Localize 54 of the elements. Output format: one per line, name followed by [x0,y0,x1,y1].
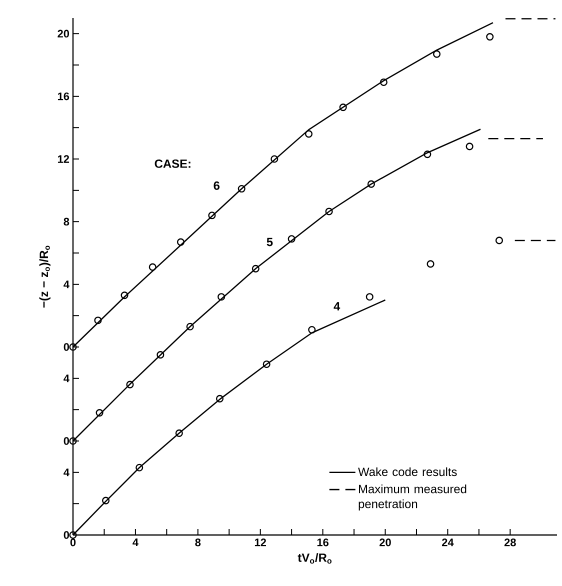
point [304,130,313,138]
point [433,50,441,58]
point [367,180,375,188]
point [288,235,296,243]
annotation: 4 [334,302,340,310]
x-tick-label: 24 [442,538,454,546]
point [136,464,144,472]
y-tick-label: 0 [64,343,70,351]
y-tick-label: 20 [58,30,70,38]
point [252,264,260,272]
y-tick-label: 16 [58,92,70,100]
point [218,293,226,301]
y-tick-label: 8 [64,218,70,226]
point [495,236,504,244]
point [176,238,185,246]
point [270,155,278,163]
point [366,293,374,301]
point [102,496,110,504]
point [426,260,434,268]
point [339,104,347,112]
point [486,33,494,41]
x-tick-label: 16 [317,538,329,546]
point [424,150,432,158]
point [120,292,128,300]
legend-label: Maximum measured penetration [358,484,466,511]
point [186,322,194,330]
point [262,360,270,368]
point [325,208,333,216]
point [208,212,216,220]
x-tick-label: 20 [380,538,391,546]
x-tick-label: 0 [70,538,76,546]
point [156,351,164,359]
x-axis-title: tV$_{o}$/R$_{o}$ [298,553,332,564]
legend-label: Wake code results [358,467,457,476]
point [380,78,388,86]
y-tick-label: 4 [64,280,70,288]
x-tick-label: 8 [195,538,201,546]
annotation: 5 [266,238,273,246]
x-tick-label: 4 [132,538,138,546]
point [94,316,102,324]
point [238,184,246,193]
y-tick-label: 12 [58,155,70,163]
point [148,263,156,271]
point [126,380,134,388]
x-tick-label: 12 [254,538,266,546]
x-tick-label: 28 [504,538,516,546]
annotation: CASE: [154,159,190,168]
point [466,142,474,150]
y-axis-title: −(z − z$_{o}$)/R$_{o}$ [39,246,50,308]
point [308,326,316,334]
point [216,394,224,402]
point [96,409,104,417]
annotation: 6 [214,181,220,190]
point [175,429,183,437]
